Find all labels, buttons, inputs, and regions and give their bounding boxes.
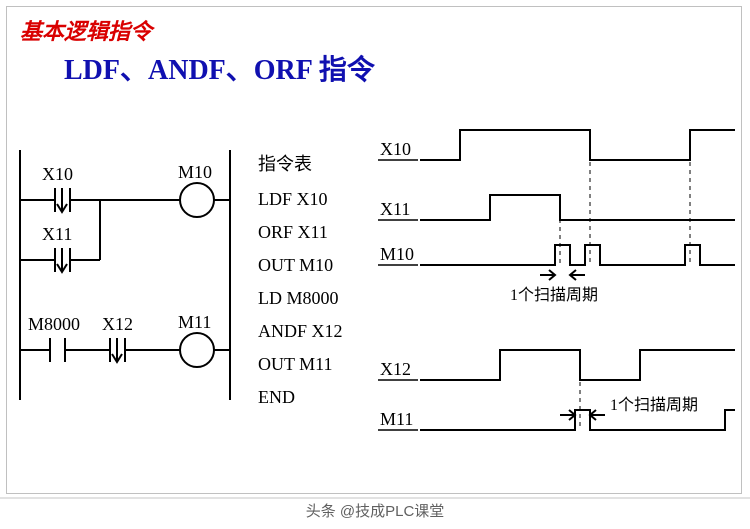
- instr-3: LD M8000: [258, 288, 339, 308]
- instr-2: OUT M10: [258, 255, 333, 275]
- tnote-2: 1个扫描周期: [610, 396, 698, 414]
- coil-m11: [180, 333, 214, 367]
- coil-m10: [180, 183, 214, 217]
- diagram-svg: X10 X11 M10 M8000 X12 M11 指令表 LDF X10 OR…: [0, 0, 750, 529]
- label-m8000: M8000: [28, 314, 80, 334]
- caption: 头条 @技成PLC课堂: [0, 500, 750, 521]
- label-x10: X10: [42, 164, 73, 184]
- instr-4: ANDF X12: [258, 321, 343, 341]
- label-m10: M10: [178, 162, 212, 182]
- instr-1: ORF X11: [258, 222, 328, 242]
- instr-6: END: [258, 387, 295, 407]
- tlabel-x12: X12: [380, 359, 411, 379]
- instr-5: OUT M11: [258, 354, 333, 374]
- contact-x12: [110, 338, 125, 362]
- tlabel-x10: X10: [380, 139, 411, 159]
- tlabel-m11: M11: [380, 409, 413, 429]
- instr-header: 指令表: [258, 154, 312, 174]
- label-m11: M11: [178, 312, 211, 332]
- timing-diagram: [420, 130, 735, 430]
- tlabel-x11: X11: [380, 199, 410, 219]
- instr-0: LDF X10: [258, 189, 328, 209]
- tlabel-m10: M10: [380, 244, 414, 264]
- divider: [0, 497, 750, 499]
- tnote-1: 1个扫描周期: [510, 286, 598, 304]
- contact-m8000: [50, 338, 65, 362]
- label-x12: X12: [102, 314, 133, 334]
- contact-x11: [55, 248, 70, 272]
- ladder-diagram: [20, 150, 230, 400]
- contact-x10: [55, 188, 70, 212]
- label-x11: X11: [42, 224, 72, 244]
